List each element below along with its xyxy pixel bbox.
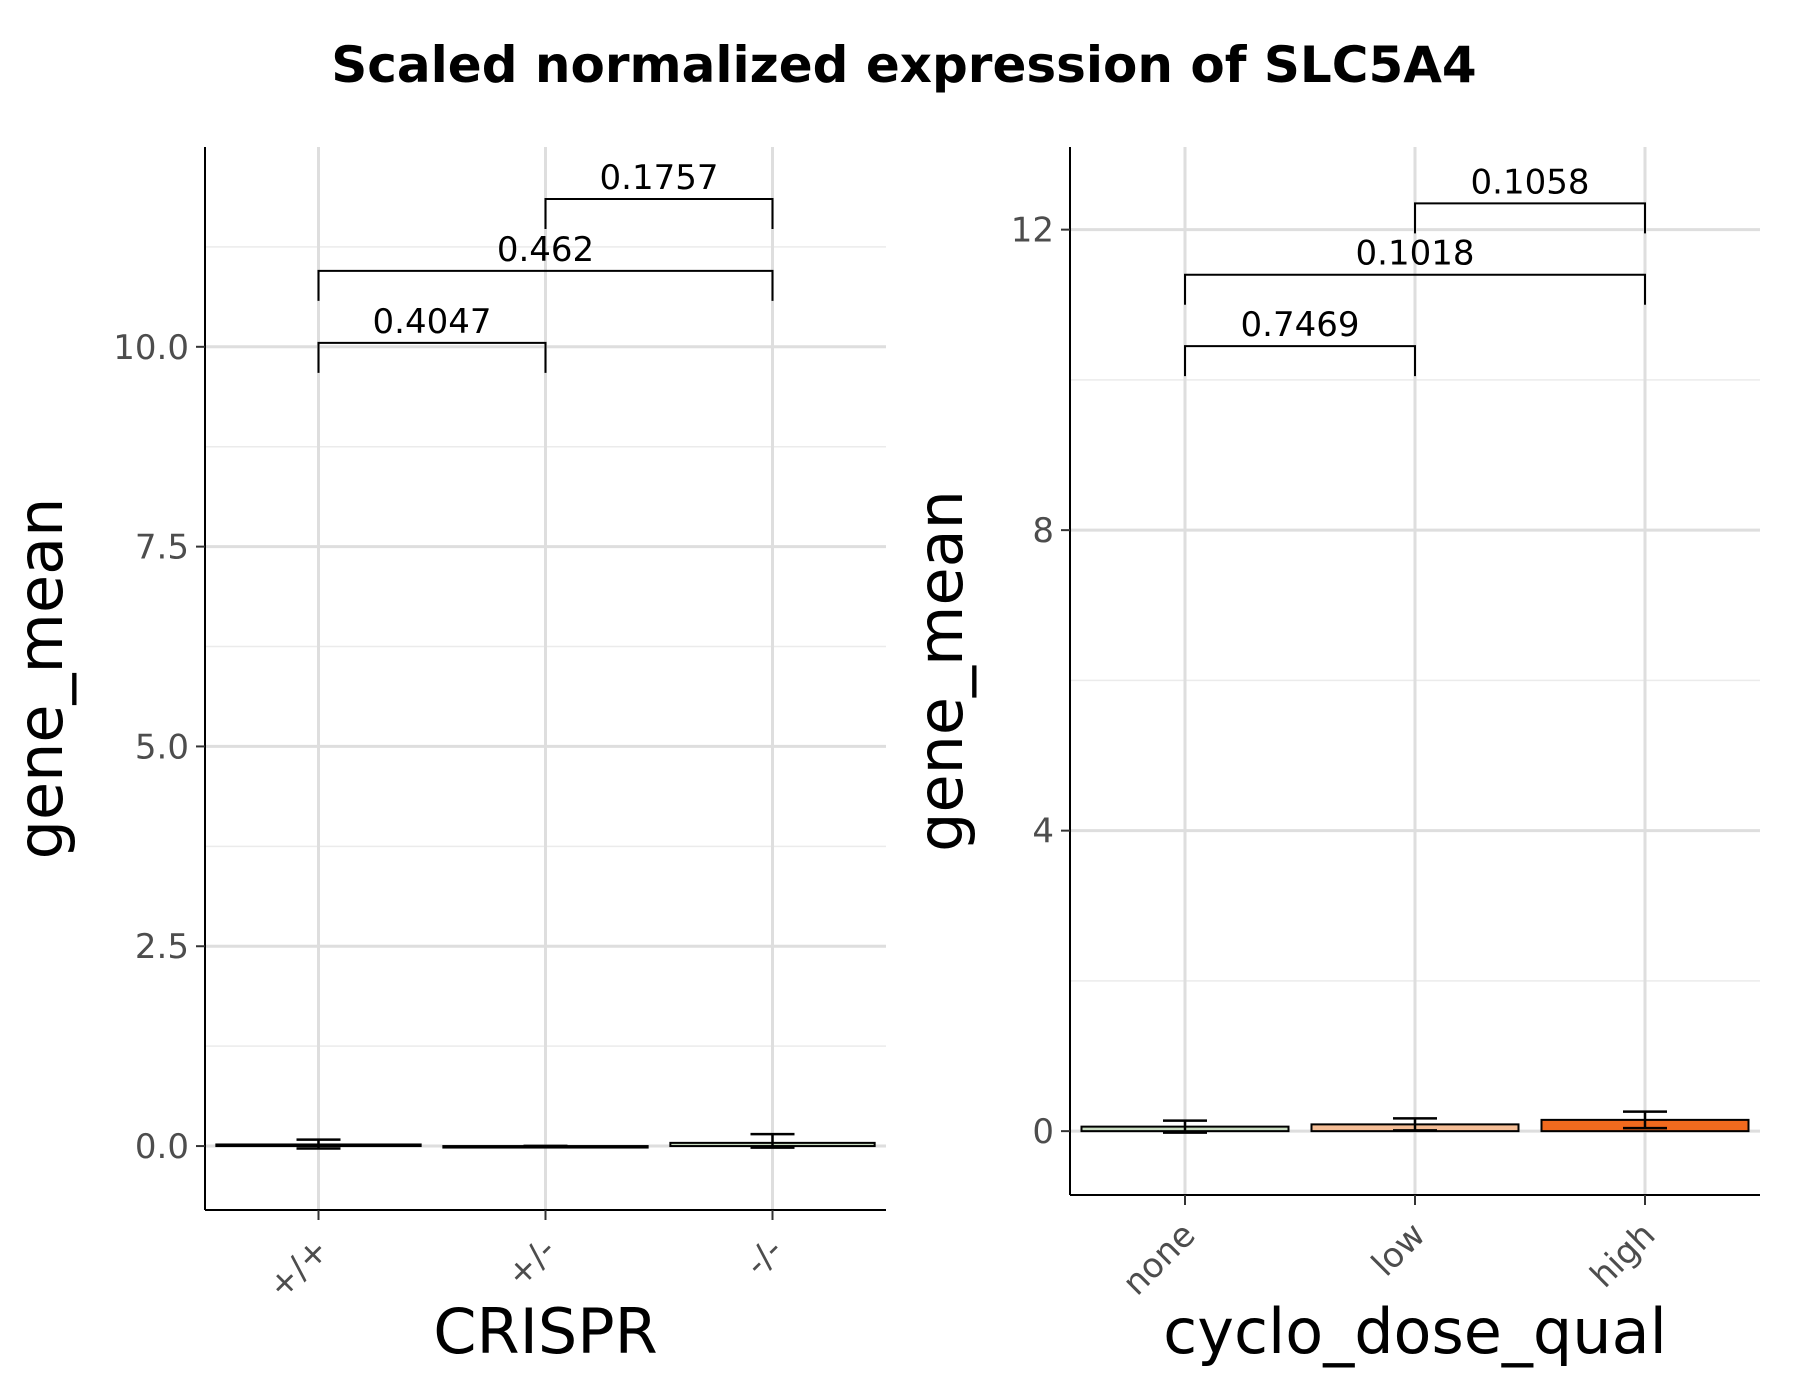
x-tick-label: low — [1364, 1215, 1433, 1284]
error-bar-1 — [296, 1138, 341, 1150]
x-tick-label: +/- — [499, 1230, 564, 1295]
x-tick-label: none — [1115, 1215, 1203, 1303]
bracket-line — [317, 341, 547, 373]
figure-title: Scaled normalized expression of SLC5A4 — [331, 36, 1476, 94]
x-tick-label: high — [1583, 1215, 1664, 1296]
p-value-label: 0.7469 — [1241, 305, 1360, 345]
y-tick-label: 0.0 — [135, 1127, 189, 1167]
y-tick-label: 8 — [1032, 511, 1054, 551]
comparison-bracket-1: 0.4047 — [317, 302, 547, 373]
y-tick-label: 7.5 — [135, 528, 189, 568]
p-value-label: 0.462 — [497, 230, 594, 270]
x-axis-title: CRISPR — [433, 1295, 657, 1368]
y-tick-label: 10.0 — [113, 328, 189, 368]
p-value-label: 0.1757 — [600, 158, 719, 198]
error-bar-3 — [1623, 1110, 1667, 1130]
bracket-line — [317, 269, 774, 301]
x-tick-label: -/- — [737, 1230, 791, 1284]
y-tick-label: 4 — [1032, 812, 1054, 852]
y-tick-label: 5.0 — [135, 727, 189, 767]
y-axis-title: gene_mean — [4, 498, 77, 860]
comparison-bracket-2: 0.1018 — [1184, 234, 1646, 305]
error-bar-3 — [750, 1132, 795, 1149]
bracket-line — [544, 197, 774, 229]
y-axis-title: gene_mean — [904, 490, 977, 852]
x-axis-title: cyclo_dose_qual — [1163, 1295, 1667, 1368]
comparison-bracket-2: 0.462 — [317, 230, 774, 301]
comparison-bracket-3: 0.1757 — [544, 158, 774, 229]
x-tick-label: +/+ — [260, 1230, 337, 1307]
bracket-line — [1184, 273, 1646, 305]
comparison-bracket-3: 0.1058 — [1414, 162, 1646, 234]
comparison-bracket-1: 0.7469 — [1184, 305, 1416, 377]
y-tick-label: 12 — [1011, 211, 1054, 251]
bracket-line — [1184, 345, 1416, 377]
error-bar-2 — [1393, 1117, 1437, 1132]
panel-cyclo-dose: 0.7469 0.1018 0.1058 0 4 8 12 none low highcyclo_… — [904, 147, 1760, 1368]
p-value-label: 0.1018 — [1356, 234, 1475, 274]
y-tick-label: 2.5 — [135, 927, 189, 967]
p-value-label: 0.4047 — [373, 302, 492, 342]
p-value-label: 0.1058 — [1471, 162, 1590, 202]
y-tick-label: 0 — [1032, 1112, 1054, 1152]
error-bar-1 — [1163, 1119, 1207, 1134]
bracket-line — [1414, 202, 1646, 234]
